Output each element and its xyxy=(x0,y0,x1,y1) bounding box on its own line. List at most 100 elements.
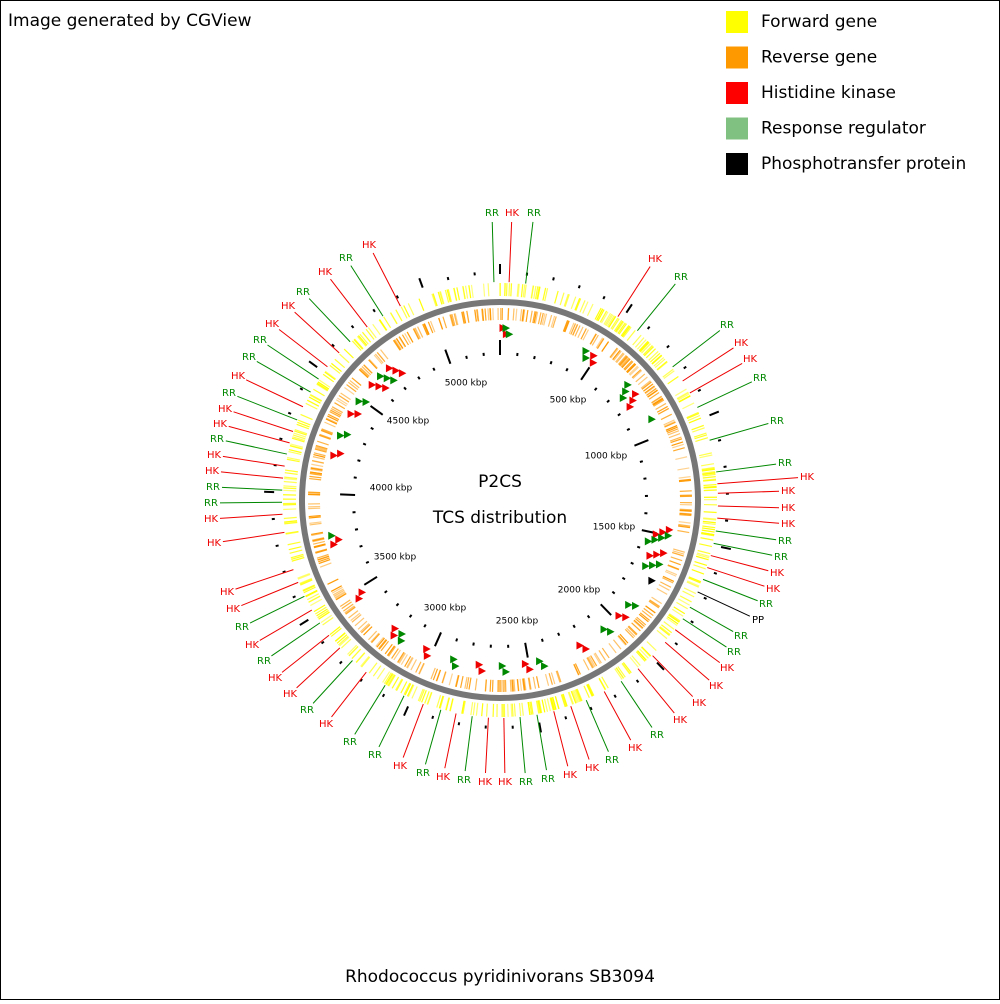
feature-marker xyxy=(424,652,432,660)
legend-label: Forward gene xyxy=(761,12,877,32)
forward-gene xyxy=(283,490,296,491)
feature-marker xyxy=(506,330,514,338)
forward-gene xyxy=(476,703,477,716)
feature-leader xyxy=(698,592,750,616)
inner-tick xyxy=(566,368,567,371)
forward-gene xyxy=(303,585,315,590)
feature-marker xyxy=(328,532,336,540)
feature-marker xyxy=(648,415,656,423)
feature-label: RR xyxy=(210,434,224,445)
reverse-gene xyxy=(443,317,447,328)
reverse-gene xyxy=(309,516,321,517)
feature-leader xyxy=(717,478,798,484)
scale-label: 4500 kbp xyxy=(387,417,430,427)
feature-marker xyxy=(375,382,383,390)
feature-label: RR xyxy=(368,750,382,761)
feature-label: HK xyxy=(207,450,222,461)
feature-label: HK xyxy=(781,519,796,530)
feature-leader xyxy=(675,630,720,663)
forward-gene xyxy=(300,579,312,584)
feature-marker xyxy=(330,451,338,459)
forward-gene xyxy=(473,702,475,715)
feature-marker xyxy=(666,526,674,534)
feature-label: RR xyxy=(343,737,357,748)
forward-gene xyxy=(682,403,694,409)
reverse-gene xyxy=(405,333,411,343)
forward-gene xyxy=(519,703,520,716)
outer-tick xyxy=(459,722,460,725)
feature-marker xyxy=(658,534,666,542)
reverse-gene xyxy=(352,378,361,386)
feature-label: RR xyxy=(778,536,792,547)
forward-gene xyxy=(339,354,349,363)
forward-gene xyxy=(703,485,716,486)
forward-gene xyxy=(555,291,558,304)
feature-label: RR xyxy=(720,320,734,331)
outer-tick xyxy=(404,706,408,715)
feature-label: RR xyxy=(519,777,533,788)
inner-tick xyxy=(612,592,614,594)
feature-label: HK xyxy=(268,673,283,684)
reverse-gene xyxy=(309,476,321,477)
inner-tick xyxy=(466,356,467,359)
feature-marker xyxy=(398,637,406,645)
forward-gene xyxy=(482,703,483,716)
inner-tick xyxy=(445,350,450,364)
forward-gene xyxy=(702,528,715,530)
outer-tick xyxy=(603,296,604,299)
reverse-gene xyxy=(512,680,513,692)
scale-label: 1500 kbp xyxy=(593,523,636,533)
forward-gene xyxy=(542,700,545,713)
forward-gene xyxy=(509,283,510,296)
feature-leader xyxy=(638,669,674,713)
forward-gene xyxy=(457,287,460,300)
feature-marker xyxy=(583,645,591,653)
forward-gene xyxy=(419,299,424,311)
forward-gene xyxy=(284,481,297,482)
forward-gene xyxy=(522,703,523,716)
feature-leader xyxy=(683,619,727,647)
feature-marker xyxy=(620,394,628,402)
forward-gene xyxy=(560,293,564,305)
forward-gene xyxy=(373,324,381,335)
forward-gene xyxy=(657,362,667,370)
feature-leader xyxy=(379,696,404,747)
inner-tick xyxy=(640,461,643,462)
inner-tick xyxy=(357,460,360,461)
reverse-gene xyxy=(311,464,323,466)
feature-leader xyxy=(271,623,319,656)
feature-marker xyxy=(363,398,371,406)
scale-label: 2500 kbp xyxy=(496,617,539,627)
inner-tick xyxy=(551,361,552,364)
reverse-gene xyxy=(680,491,692,492)
feature-label: HK xyxy=(207,538,222,549)
reverse-gene xyxy=(309,517,321,518)
inner-tick xyxy=(525,643,528,658)
reverse-gene xyxy=(345,607,355,614)
reverse-gene xyxy=(668,565,679,569)
feature-label: HK xyxy=(781,503,796,514)
forward-gene xyxy=(450,699,453,712)
feature-label: HK xyxy=(505,208,520,219)
forward-gene xyxy=(704,512,717,513)
feature-label: RR xyxy=(206,482,220,493)
outer-tick xyxy=(648,327,650,329)
reverse-gene xyxy=(537,676,539,688)
outer-tick xyxy=(300,620,308,625)
feature-label: HK xyxy=(673,715,688,726)
reverse-gene xyxy=(597,338,603,348)
legend-label: Histidine kinase xyxy=(761,83,896,103)
feature-label: HK xyxy=(478,777,493,788)
reverse-gene xyxy=(646,606,656,613)
reverse-gene xyxy=(439,318,443,329)
feature-marker xyxy=(386,364,394,372)
scale-label: 5000 kbp xyxy=(445,379,488,389)
feature-label: HK xyxy=(709,681,724,692)
feature-label: RR xyxy=(204,498,218,509)
feature-marker xyxy=(348,410,356,418)
inner-tick xyxy=(360,546,363,547)
forward-gene xyxy=(702,526,715,528)
feature-marker xyxy=(359,588,367,596)
feature-leader xyxy=(710,423,769,440)
forward-gene xyxy=(290,550,303,553)
